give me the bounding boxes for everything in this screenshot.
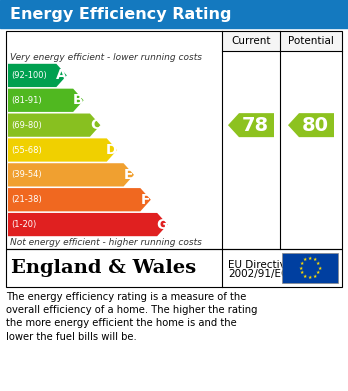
Polygon shape	[228, 113, 274, 137]
Polygon shape	[8, 89, 84, 112]
Text: (1-20): (1-20)	[11, 220, 36, 229]
Bar	[6, 249, 342, 287]
Text: (21-38): (21-38)	[11, 195, 42, 204]
Polygon shape	[8, 213, 168, 236]
Text: (81-91): (81-91)	[11, 96, 42, 105]
Polygon shape	[8, 163, 134, 187]
Bar	[6, 31, 342, 249]
Text: ★: ★	[303, 257, 307, 262]
Text: ★: ★	[316, 261, 321, 266]
Text: ★: ★	[298, 265, 303, 271]
Text: B: B	[73, 93, 84, 107]
Text: E: E	[124, 168, 134, 182]
Text: ★: ★	[308, 275, 312, 280]
Text: C: C	[90, 118, 100, 132]
Text: (69-80): (69-80)	[11, 121, 42, 130]
Text: The energy efficiency rating is a measure of the
overall efficiency of a home. T: The energy efficiency rating is a measur…	[6, 292, 258, 342]
Text: Energy Efficiency Rating: Energy Efficiency Rating	[10, 7, 231, 22]
Polygon shape	[8, 64, 67, 87]
Text: 2002/91/EC: 2002/91/EC	[228, 269, 288, 279]
Text: Potential: Potential	[288, 36, 334, 46]
Polygon shape	[8, 188, 151, 212]
Text: F: F	[141, 193, 150, 207]
Bar	[222, 31, 342, 51]
Text: G: G	[157, 217, 168, 231]
Text: ★: ★	[300, 261, 304, 266]
Text: ★: ★	[313, 257, 317, 262]
Text: (39-54): (39-54)	[11, 170, 42, 179]
Text: England & Wales: England & Wales	[11, 259, 196, 277]
Text: 80: 80	[301, 116, 329, 135]
Text: Not energy efficient - higher running costs: Not energy efficient - higher running co…	[10, 238, 202, 247]
Text: Current: Current	[231, 36, 271, 46]
Polygon shape	[288, 113, 334, 137]
Text: ★: ★	[308, 256, 312, 261]
Polygon shape	[8, 138, 117, 161]
Bar	[282, 253, 338, 283]
Polygon shape	[8, 113, 101, 137]
Text: D: D	[106, 143, 118, 157]
Text: ★: ★	[313, 274, 317, 279]
Text: EU Directive: EU Directive	[228, 260, 292, 270]
Text: A: A	[56, 68, 67, 83]
Text: ★: ★	[316, 270, 321, 275]
Text: ★: ★	[303, 274, 307, 279]
Text: ★: ★	[317, 265, 322, 271]
Bar	[0, 0, 348, 28]
Text: 78: 78	[242, 116, 269, 135]
Text: Very energy efficient - lower running costs: Very energy efficient - lower running co…	[10, 53, 202, 62]
Text: (92-100): (92-100)	[11, 71, 47, 80]
Text: (55-68): (55-68)	[11, 145, 42, 154]
Text: ★: ★	[300, 270, 304, 275]
